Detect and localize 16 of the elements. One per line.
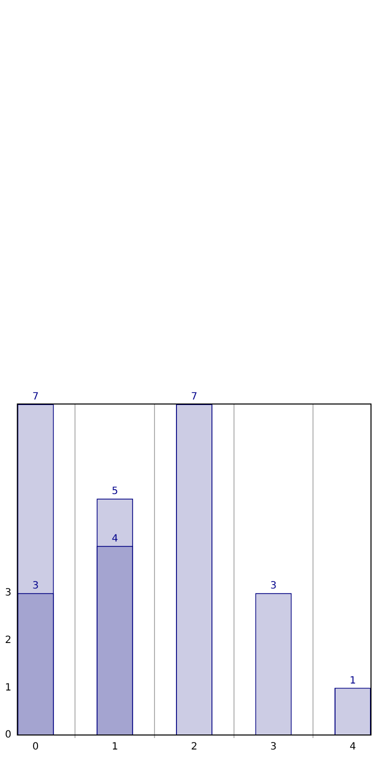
x-tick-label: 2 — [190, 742, 198, 753]
x-tick-label: 4 — [350, 742, 356, 753]
y-tick-label: 3 — [4, 588, 12, 599]
data-label: 4 — [112, 533, 118, 544]
data-label: 3 — [270, 580, 277, 592]
x-tick-label: 3 — [270, 742, 277, 753]
data-label: 7 — [32, 392, 39, 403]
data-label: 3 — [32, 580, 39, 592]
x-tick-label: 1 — [112, 742, 118, 753]
data-label: 5 — [112, 486, 118, 498]
x-tick-label: 0 — [32, 742, 39, 753]
y-tick-label: 2 — [4, 635, 12, 646]
y-tick-label: 0 — [4, 730, 12, 741]
y-tick-label: 1 — [4, 682, 12, 694]
data-label: 1 — [350, 675, 356, 686]
data-label: 7 — [190, 392, 198, 403]
